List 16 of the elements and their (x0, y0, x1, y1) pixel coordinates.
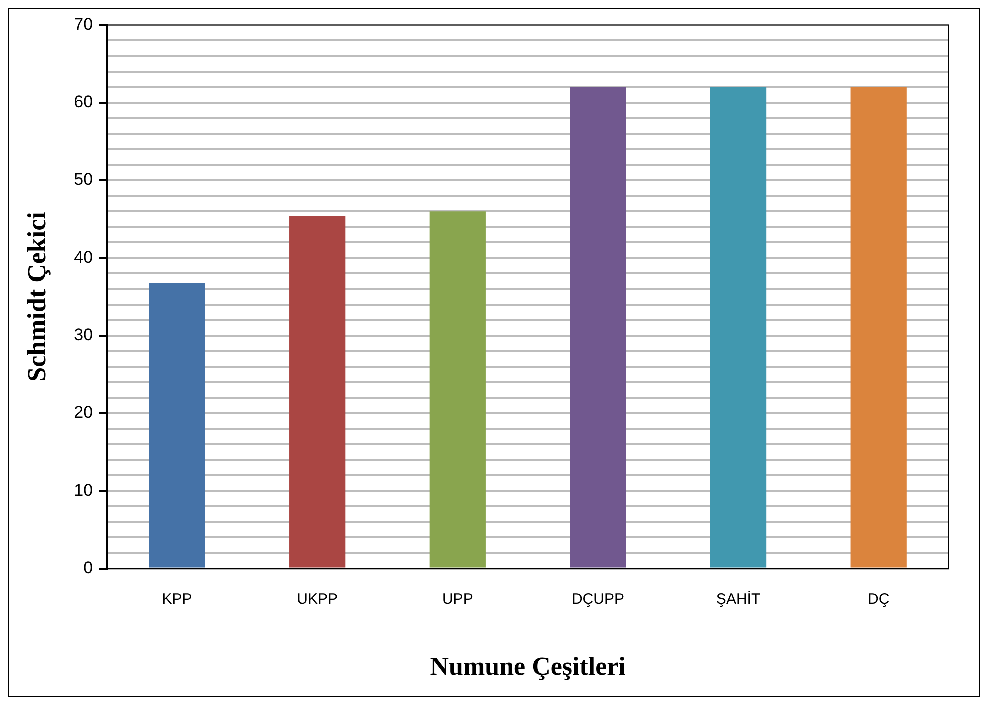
y-axis-title: Schmidt Çekici (22, 212, 52, 382)
x-tick-label: UKPP (297, 590, 338, 608)
y-tick-label: 10 (74, 480, 94, 500)
x-tick-label: ŞAHİT (716, 590, 761, 608)
y-tick-label: 60 (74, 92, 94, 112)
x-axis-title: Numune Çeşitleri (430, 652, 626, 682)
y-tick-label: 0 (84, 558, 94, 578)
y-tick-label: 30 (74, 326, 94, 345)
x-tick-label: DÇUPP (572, 590, 624, 608)
x-tick-label: DÇ (868, 590, 890, 608)
x-tick-label: KPP (162, 590, 192, 608)
y-tick-label: 70 (74, 14, 94, 34)
y-tick-label: 50 (74, 170, 94, 190)
y-tick-label: 40 (74, 248, 94, 267)
x-tick-label: UPP (442, 590, 474, 608)
y-tick-label: 20 (74, 403, 94, 422)
